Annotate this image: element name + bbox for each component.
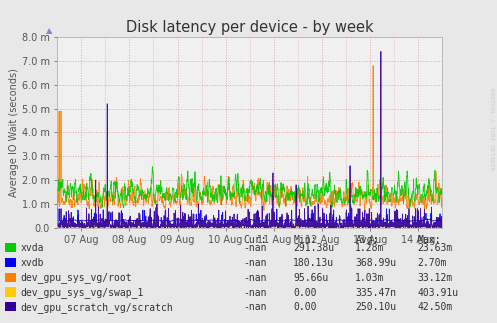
Text: 0.00: 0.00 (293, 303, 317, 312)
Text: 42.50m: 42.50m (417, 303, 453, 312)
Text: 33.12m: 33.12m (417, 273, 453, 283)
Text: dev_gpu_sys_vg/swap_1: dev_gpu_sys_vg/swap_1 (21, 287, 144, 298)
Text: 368.99u: 368.99u (355, 258, 397, 268)
Text: 1.28m: 1.28m (355, 243, 385, 253)
Text: 95.66u: 95.66u (293, 273, 329, 283)
Text: -nan: -nan (244, 273, 267, 283)
Text: Cur:: Cur: (244, 235, 267, 245)
Text: -nan: -nan (244, 288, 267, 297)
Text: dev_gpu_scratch_vg/scratch: dev_gpu_scratch_vg/scratch (21, 302, 173, 313)
Text: 335.47n: 335.47n (355, 288, 397, 297)
Text: ▲: ▲ (46, 26, 53, 35)
Text: 180.13u: 180.13u (293, 258, 334, 268)
Text: 2.70m: 2.70m (417, 258, 447, 268)
Text: Max:: Max: (417, 235, 441, 245)
Text: 291.38u: 291.38u (293, 243, 334, 253)
Text: dev_gpu_sys_vg/root: dev_gpu_sys_vg/root (21, 272, 133, 283)
Text: 250.10u: 250.10u (355, 303, 397, 312)
Text: -nan: -nan (244, 303, 267, 312)
Text: xvda: xvda (21, 243, 44, 253)
Text: 1.03m: 1.03m (355, 273, 385, 283)
Y-axis label: Average IO Wait (seconds): Average IO Wait (seconds) (9, 68, 19, 197)
Text: 0.00: 0.00 (293, 288, 317, 297)
Text: -nan: -nan (244, 258, 267, 268)
Text: Avg:: Avg: (355, 235, 379, 245)
Text: xvdb: xvdb (21, 258, 44, 268)
Text: 23.63m: 23.63m (417, 243, 453, 253)
Text: Min:: Min: (293, 235, 317, 245)
Text: -nan: -nan (244, 243, 267, 253)
Title: Disk latency per device - by week: Disk latency per device - by week (126, 20, 374, 35)
Text: 403.91u: 403.91u (417, 288, 459, 297)
Text: RRDTOOL / TOBI OETIKER: RRDTOOL / TOBI OETIKER (490, 88, 495, 171)
